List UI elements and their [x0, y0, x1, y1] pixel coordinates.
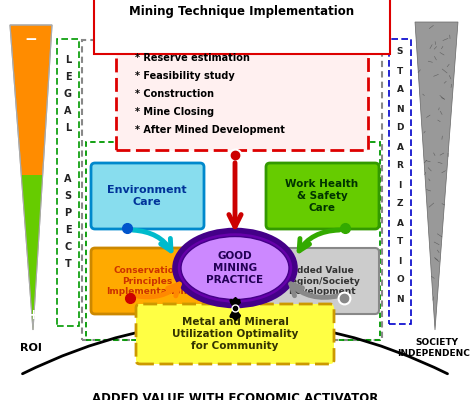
- Polygon shape: [415, 22, 458, 330]
- Text: Conservation
Principles
Implementation: Conservation Principles Implementation: [107, 266, 188, 296]
- Text: T: T: [397, 238, 403, 246]
- FancyBboxPatch shape: [116, 6, 368, 150]
- Ellipse shape: [181, 236, 289, 300]
- Text: * Mine Closing: * Mine Closing: [135, 107, 214, 117]
- Text: ADDED VALUE WITH ECONOMIC ACTIVATOR: ADDED VALUE WITH ECONOMIC ACTIVATOR: [92, 392, 378, 400]
- Text: L: L: [65, 123, 71, 133]
- Text: A: A: [397, 142, 404, 152]
- FancyBboxPatch shape: [57, 39, 79, 326]
- Text: * Feasibility study: * Feasibility study: [135, 71, 235, 81]
- Text: A: A: [397, 86, 404, 94]
- Text: −: −: [24, 32, 38, 48]
- Text: I: I: [398, 256, 402, 266]
- Text: N: N: [396, 104, 404, 114]
- Text: +: +: [27, 308, 39, 322]
- Text: Environment
Care: Environment Care: [107, 185, 187, 207]
- Text: S: S: [64, 191, 71, 201]
- FancyBboxPatch shape: [136, 304, 334, 364]
- Text: E: E: [65, 72, 71, 82]
- Text: O: O: [396, 276, 404, 284]
- Text: P: P: [64, 208, 71, 218]
- Text: SOCIETY
INDEPENDENCE: SOCIETY INDEPENDENCE: [398, 338, 470, 358]
- Text: S: S: [397, 48, 403, 56]
- FancyBboxPatch shape: [91, 163, 204, 229]
- FancyBboxPatch shape: [389, 39, 411, 324]
- Text: A: A: [397, 218, 404, 228]
- Text: ROI: ROI: [20, 343, 42, 353]
- Text: R: R: [397, 162, 403, 170]
- Text: A: A: [64, 106, 72, 116]
- Text: Metal and Mineral
Utilization Optimality
for Community: Metal and Mineral Utilization Optimality…: [172, 317, 298, 351]
- Text: Z: Z: [397, 200, 403, 208]
- Text: Added Value
Region/Society
Development: Added Value Region/Society Development: [284, 266, 360, 296]
- FancyBboxPatch shape: [266, 248, 379, 314]
- Text: * Construction: * Construction: [135, 89, 214, 99]
- Text: T: T: [397, 66, 403, 76]
- Polygon shape: [21, 175, 43, 330]
- Text: Mining Technique Implementation: Mining Technique Implementation: [129, 6, 354, 18]
- Text: D: D: [396, 124, 404, 132]
- FancyBboxPatch shape: [91, 248, 204, 314]
- Text: A: A: [64, 174, 72, 184]
- Polygon shape: [10, 25, 52, 330]
- Text: L: L: [65, 55, 71, 65]
- Ellipse shape: [175, 230, 295, 306]
- Text: Work Health
& Safety
Care: Work Health & Safety Care: [285, 178, 359, 214]
- Text: G: G: [64, 89, 72, 99]
- Text: T: T: [65, 259, 71, 269]
- Text: I: I: [398, 180, 402, 190]
- Text: N: N: [396, 294, 404, 304]
- Text: * Reserve estimation: * Reserve estimation: [135, 53, 250, 63]
- FancyBboxPatch shape: [266, 163, 379, 229]
- Text: E: E: [65, 225, 71, 235]
- Text: * After Mined Development: * After Mined Development: [135, 125, 285, 135]
- Text: GOOD
MINING
PRACTICE: GOOD MINING PRACTICE: [206, 250, 264, 286]
- Text: C: C: [64, 242, 71, 252]
